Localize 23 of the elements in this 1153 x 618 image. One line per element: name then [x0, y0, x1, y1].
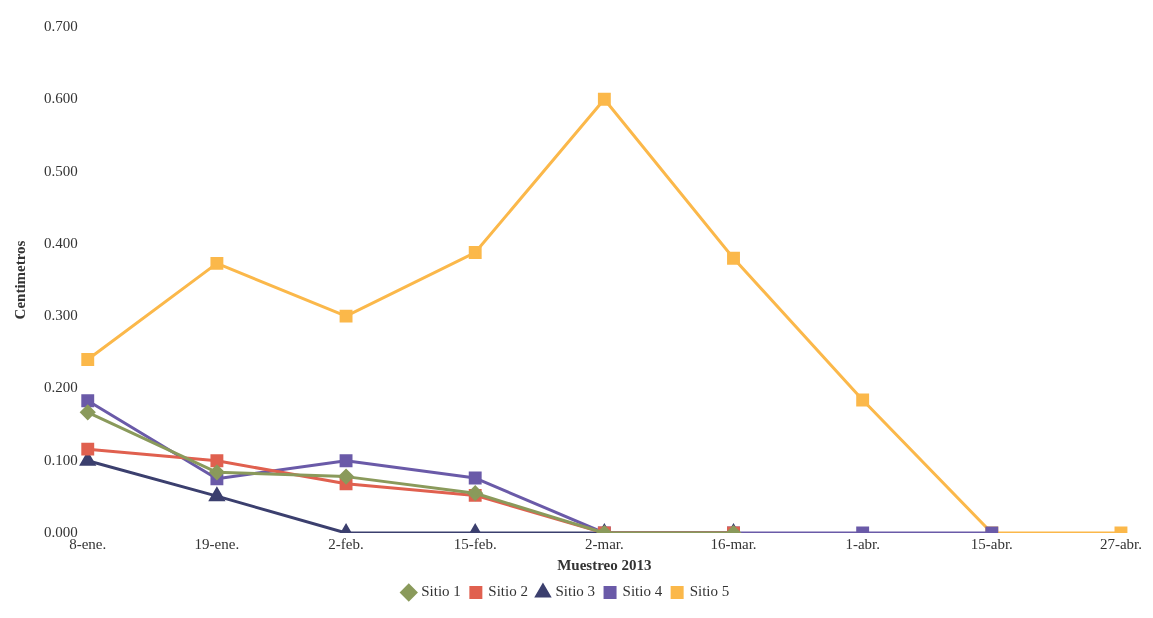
x-tick-label: 2-feb.	[328, 535, 364, 552]
x-axis-title: Muestreo 2013	[557, 556, 652, 573]
legend-label: Sitio 4	[622, 583, 663, 600]
x-tick-label: 27-abr.	[1099, 535, 1142, 552]
x-tick-label: 1-abr.	[845, 535, 880, 552]
y-tick-label: 0.600	[44, 90, 78, 107]
x-tick-label: 15-feb.	[453, 535, 497, 552]
y-tick-label: 0.200	[44, 379, 78, 396]
y-axis-title: Centimetros	[11, 240, 28, 320]
x-tick-label: 15-abr.	[970, 535, 1013, 552]
y-tick-label: 0.400	[44, 234, 78, 251]
y-tick-label: 0.100	[44, 451, 78, 468]
x-tick-label: 19-ene.	[194, 535, 240, 552]
x-tick-label: 2-mar.	[584, 535, 624, 552]
y-tick-label: 0.300	[44, 307, 78, 324]
y-tick-label: 0.700	[44, 17, 78, 34]
legend-label: Sitio 2	[488, 583, 528, 600]
legend-label: Sitio 3	[555, 583, 596, 600]
legend-label: Sitio 1	[421, 583, 461, 600]
x-tick-label: 16-mar.	[710, 535, 757, 552]
y-tick-label: 0.000	[44, 523, 78, 540]
legend-label: Sitio 5	[689, 583, 730, 600]
y-tick-label: 0.500	[44, 162, 78, 179]
